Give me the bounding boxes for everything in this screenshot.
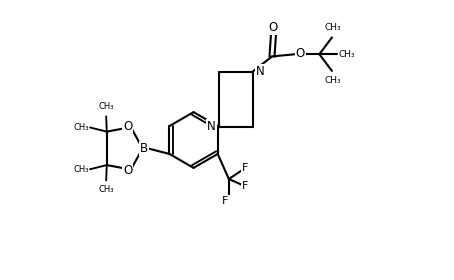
Text: B: B: [140, 142, 148, 155]
Text: O: O: [296, 47, 305, 60]
Text: CH₃: CH₃: [99, 185, 114, 194]
Text: CH₃: CH₃: [74, 165, 89, 174]
Text: O: O: [123, 164, 132, 177]
Text: CH₃: CH₃: [74, 123, 89, 132]
Text: O: O: [269, 21, 278, 34]
Text: F: F: [222, 196, 229, 206]
Text: O: O: [123, 120, 132, 132]
Text: CH₃: CH₃: [338, 50, 355, 59]
Text: N: N: [256, 65, 265, 78]
Text: CH₃: CH₃: [324, 76, 341, 85]
Text: N: N: [207, 120, 216, 133]
Text: CH₃: CH₃: [99, 102, 114, 111]
Text: F: F: [242, 181, 248, 191]
Text: CH₃: CH₃: [324, 24, 341, 32]
Text: F: F: [242, 164, 248, 173]
